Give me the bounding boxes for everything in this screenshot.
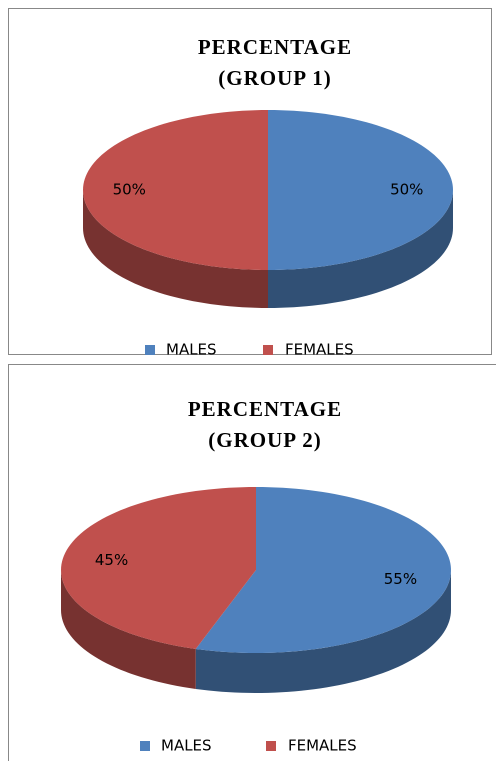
data-label: 50% [113, 181, 146, 199]
pie-slice [195, 487, 451, 653]
legend-swatch [145, 345, 155, 355]
chart-frame [8, 8, 492, 355]
legend-label: FEMALES [285, 341, 354, 359]
legend-label: MALES [166, 341, 217, 359]
legend-swatch [263, 345, 273, 355]
pie-slice-side [268, 190, 453, 308]
legend-swatch [140, 741, 150, 751]
pie-slice [61, 487, 256, 649]
chart-title: PERCENTAGE (GROUP 1) [197, 35, 353, 90]
legend-label: FEMALES [288, 737, 357, 755]
data-label: 45% [95, 551, 128, 569]
pie-slice [268, 110, 453, 270]
pie-slice-side [195, 570, 451, 693]
chart-title: PERCENTAGE (GROUP 2) [187, 397, 343, 452]
chart-frame [8, 364, 496, 761]
data-label: 50% [390, 181, 423, 199]
pie-slice-side [61, 570, 196, 689]
pie-slice [83, 110, 268, 270]
legend-label: MALES [161, 737, 212, 755]
data-label: 55% [384, 570, 417, 588]
legend-swatch [266, 741, 276, 751]
pie-slice-side [83, 190, 268, 308]
